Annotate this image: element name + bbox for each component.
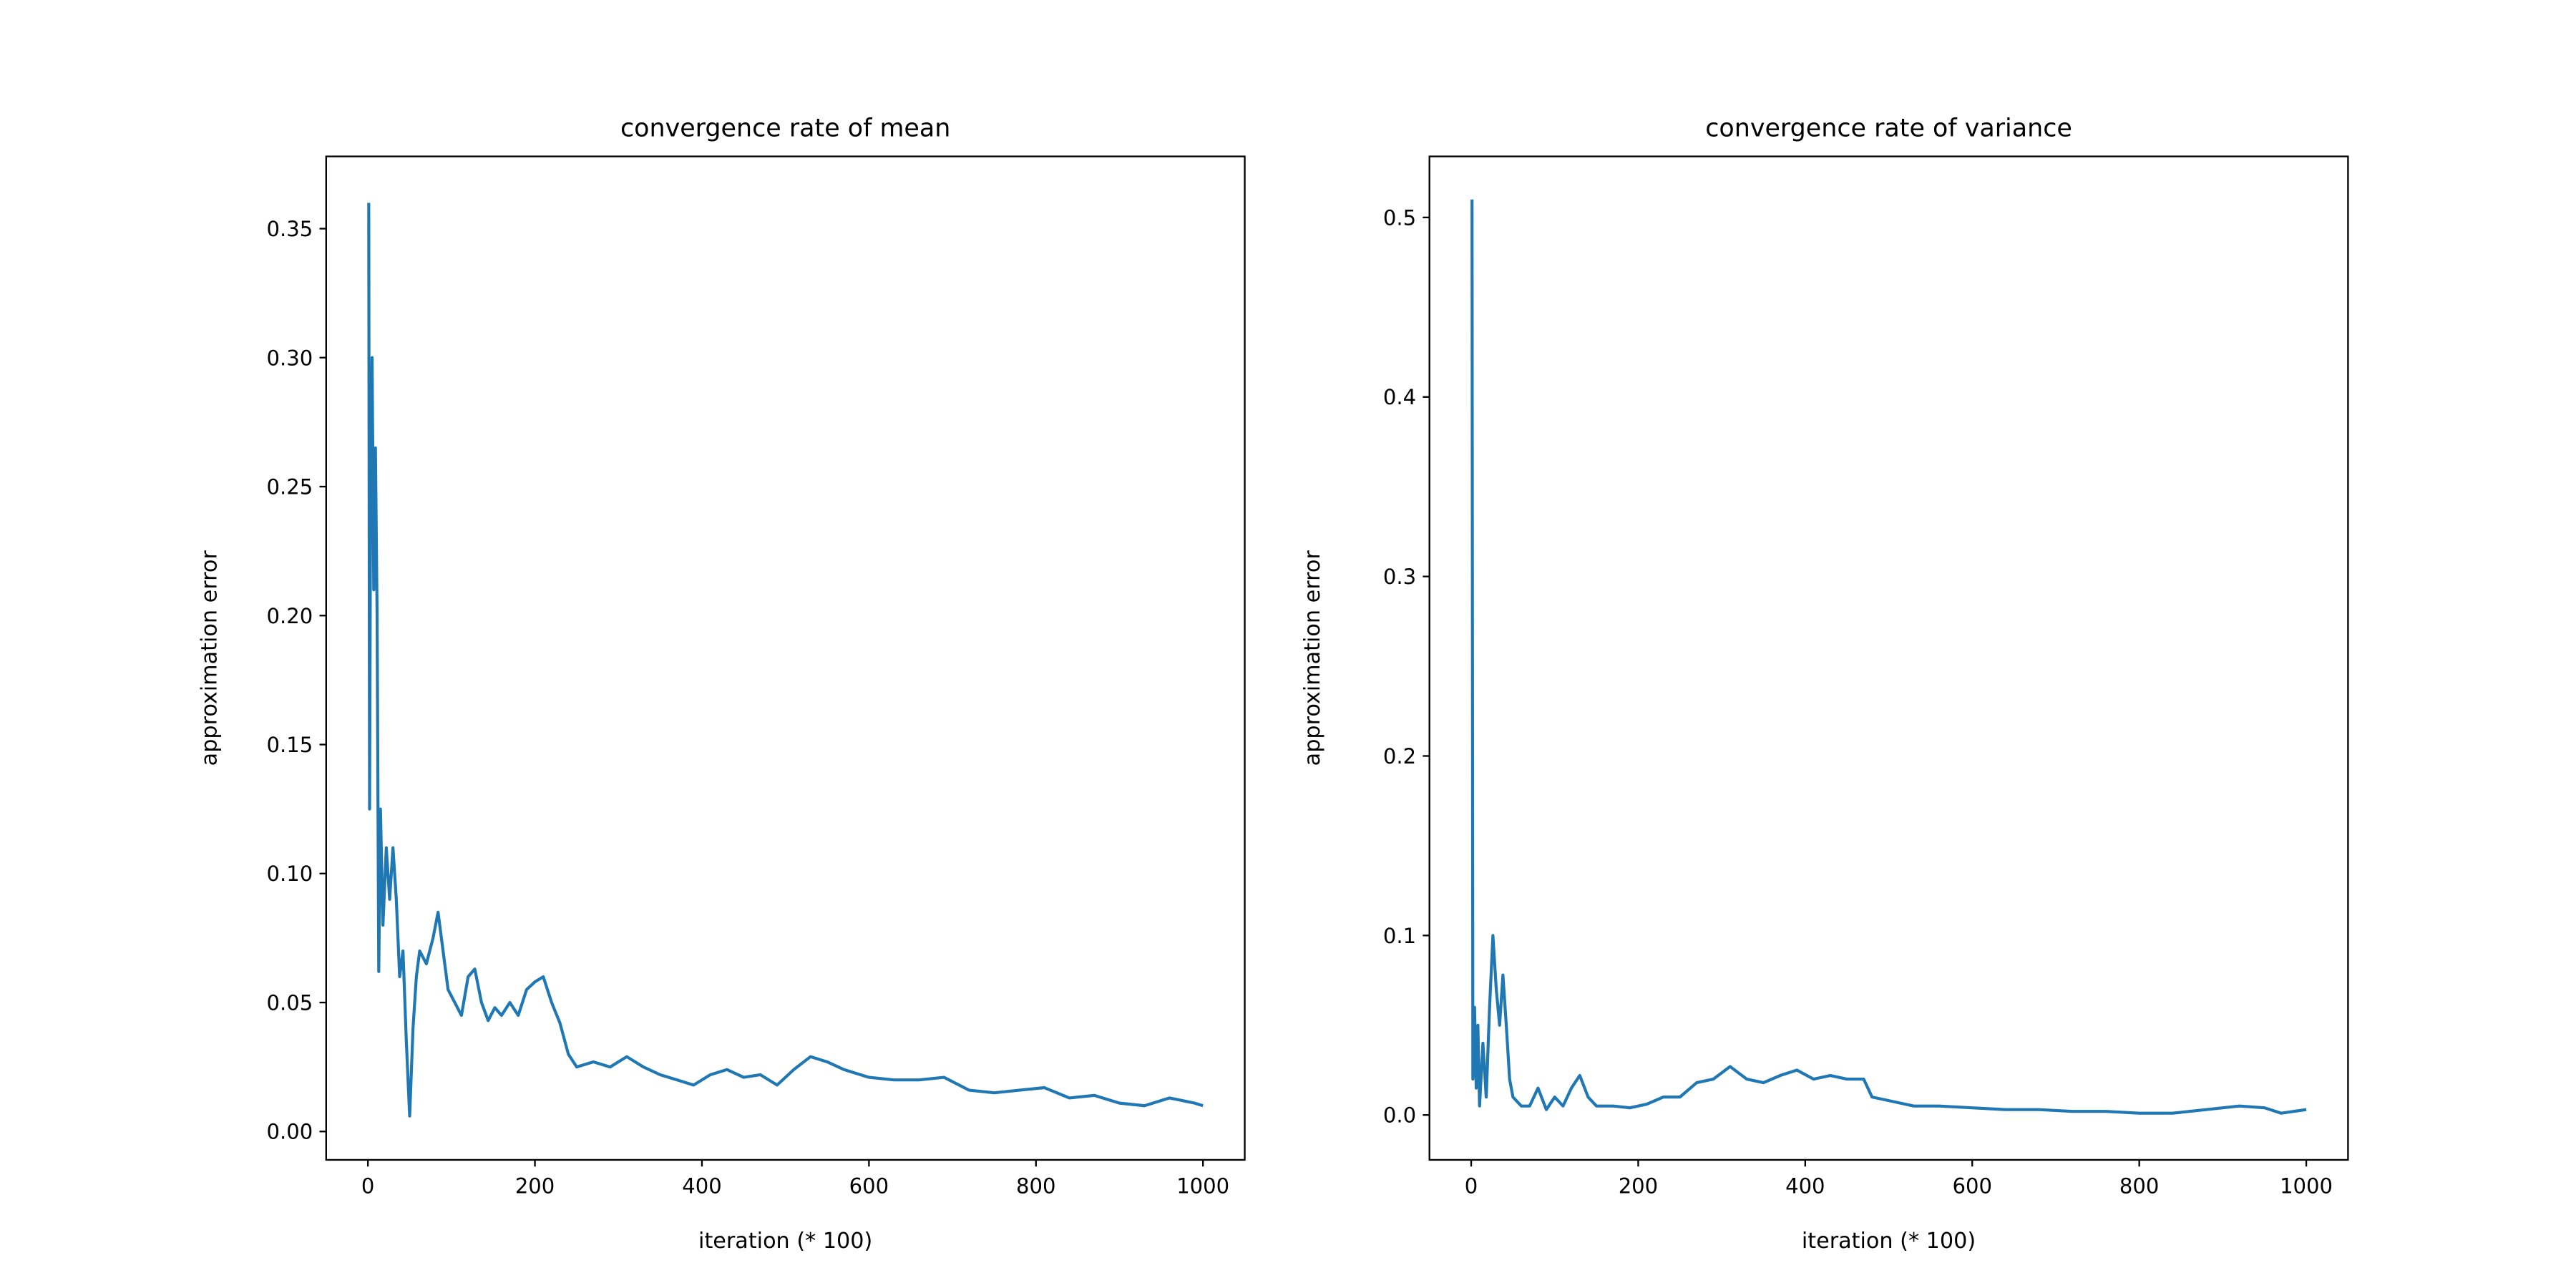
y-tick-label: 0.20 (267, 604, 313, 628)
x-tick-label: 200 (515, 1174, 555, 1198)
y-tick-label: 0.4 (1383, 385, 1416, 409)
x-tick-label: 800 (2119, 1174, 2159, 1198)
x-tick-label: 1000 (2280, 1174, 2333, 1198)
y-tick-label: 0.00 (267, 1120, 313, 1144)
y-tick-label: 0.1 (1383, 924, 1416, 948)
x-tick-label: 200 (1619, 1174, 1658, 1198)
y-tick-label: 0.35 (267, 217, 313, 241)
y-tick-label: 0.25 (267, 475, 313, 499)
x-tick-label: 800 (1016, 1174, 1055, 1198)
y-tick-label: 0.10 (267, 862, 313, 886)
y-axis-label: approximation error (197, 550, 222, 766)
x-tick-label: 400 (1785, 1174, 1825, 1198)
plot-frame (325, 155, 1246, 1161)
x-tick-label: 600 (849, 1174, 889, 1198)
x-axis-label: iteration (* 100) (1802, 1229, 1976, 1254)
x-axis-label: iteration (* 100) (698, 1229, 872, 1254)
chart-title: convergence rate of variance (1705, 114, 2072, 143)
x-tick-label: 1000 (1176, 1174, 1229, 1198)
x-tick-label: 600 (1953, 1174, 1992, 1198)
y-tick-label: 0.05 (267, 990, 313, 1015)
y-tick-label: 0.0 (1383, 1103, 1416, 1128)
y-tick-label: 0.3 (1383, 565, 1416, 589)
y-tick-label: 0.2 (1383, 744, 1416, 769)
y-tick-label: 0.5 (1383, 205, 1416, 230)
data-line (1470, 199, 2307, 1115)
chart-title: convergence rate of mean (620, 114, 950, 143)
plot-frame (1428, 155, 2349, 1161)
y-tick-label: 0.30 (267, 346, 313, 370)
y-axis-label: approximation error (1300, 550, 1325, 766)
y-tick-label: 0.15 (267, 733, 313, 757)
x-tick-label: 400 (682, 1174, 721, 1198)
x-tick-label: 0 (361, 1174, 374, 1198)
x-tick-label: 0 (1465, 1174, 1478, 1198)
data-line (367, 203, 1204, 1118)
